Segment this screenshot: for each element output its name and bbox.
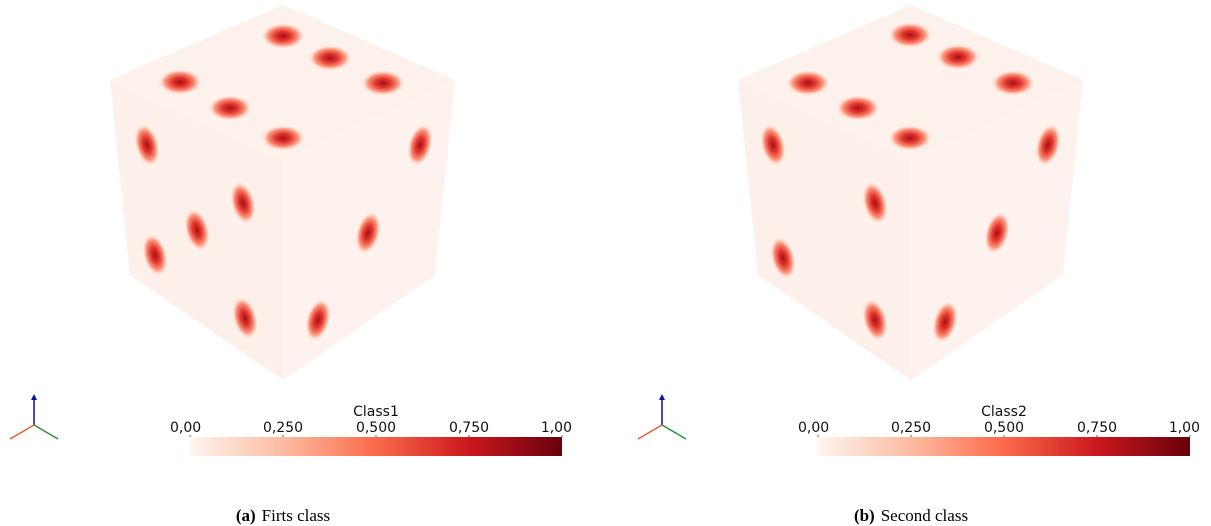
blob <box>932 300 958 344</box>
blob <box>232 296 258 340</box>
blob <box>936 44 980 70</box>
tick-label: 0,00 <box>170 420 201 436</box>
blob <box>361 70 405 96</box>
colorbar <box>818 437 1190 456</box>
arrow <box>659 394 665 400</box>
blob <box>862 298 888 342</box>
blob <box>770 236 796 280</box>
blob <box>158 69 202 95</box>
colorbar <box>190 437 562 456</box>
blob <box>888 22 932 48</box>
caption: (a) Firts class <box>236 506 330 525</box>
blob <box>305 298 331 342</box>
blob <box>208 95 252 121</box>
cube <box>110 5 455 380</box>
blob <box>984 211 1010 255</box>
colorbar-title: Class2 <box>981 404 1027 420</box>
blob <box>134 123 160 167</box>
tick-label: 1,00 <box>1169 420 1200 436</box>
blob <box>261 23 305 49</box>
caption-label: (a) <box>236 506 256 525</box>
blob <box>888 125 932 151</box>
blob <box>991 70 1035 96</box>
cube-top <box>110 5 455 160</box>
blob <box>261 125 305 151</box>
tick-label: 0,750 <box>1077 420 1117 436</box>
tick-label: 1,00 <box>541 420 572 436</box>
cube-top <box>738 5 1083 160</box>
tick-label: 0,250 <box>891 420 931 436</box>
tick-label: 0,250 <box>263 420 303 436</box>
blob <box>1035 123 1061 167</box>
axis-y <box>33 424 59 440</box>
caption-text: Second class <box>881 506 968 525</box>
blob <box>407 123 433 167</box>
caption: (b) Second class <box>854 506 968 525</box>
caption-label: (b) <box>854 506 875 525</box>
arrow <box>31 394 37 400</box>
tick-label: 0,750 <box>449 420 489 436</box>
tick-label: 0,00 <box>798 420 829 436</box>
tick-label: 0,500 <box>984 420 1024 436</box>
blob <box>230 181 256 225</box>
blob <box>308 45 352 71</box>
blob <box>836 95 880 121</box>
colorbar-title: Class1 <box>353 404 399 420</box>
axis-y <box>661 424 687 440</box>
axis-x <box>637 424 663 440</box>
blob <box>786 70 830 96</box>
cube <box>738 5 1083 380</box>
blob <box>142 233 168 277</box>
axis-x <box>9 424 35 440</box>
blob <box>760 123 786 167</box>
caption-text: Firts class <box>262 506 330 525</box>
blob <box>355 211 381 255</box>
blob <box>184 208 210 252</box>
blob <box>862 181 888 225</box>
tick-label: 0,500 <box>356 420 396 436</box>
